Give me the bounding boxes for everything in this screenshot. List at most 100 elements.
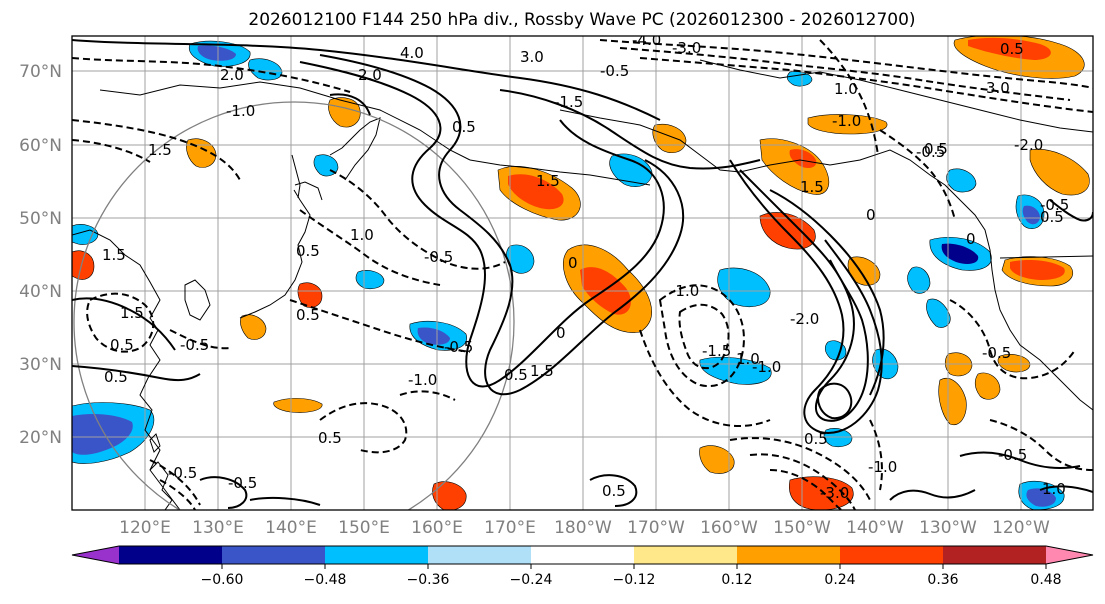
arctic-coastline — [699, 59, 1093, 133]
strong-positive-div-area — [1010, 260, 1065, 280]
positive-contour — [199, 476, 248, 509]
taiwan-coastline — [149, 433, 161, 453]
longitude-labels: 120°E 130°E 140°E 150°E 160°E 170°E 180°… — [119, 518, 1050, 538]
contour-label: -1.5 — [702, 342, 731, 360]
negative-contour — [729, 437, 871, 501]
positive-contour — [729, 159, 883, 434]
lon-label-170w: 170°W — [627, 518, 685, 538]
positive-contour — [889, 489, 976, 501]
contour-label: 1.0 — [1042, 480, 1066, 498]
colorbar-tick-label: −0.24 — [510, 572, 553, 588]
negative-contour — [639, 329, 771, 427]
map-title: 2026012100 F144 250 hPa div., Rossby Wav… — [248, 10, 915, 30]
contour-label: 1.5 — [148, 141, 172, 159]
lon-label-150e: 150°E — [338, 518, 390, 538]
negative-contour — [749, 453, 856, 510]
negative-contour — [879, 129, 956, 221]
negative-div-area — [786, 71, 813, 87]
contour-label: 4.0 — [400, 44, 424, 62]
positive-contour — [319, 54, 685, 396]
lon-label-130e: 130°E — [192, 518, 244, 538]
negative-contour — [72, 57, 351, 93]
contour-label: -1.0 — [670, 282, 699, 300]
lon-label-140e: 140°E — [265, 518, 317, 538]
contour-label: -1.0 — [752, 358, 781, 376]
map-frame — [71, 35, 1094, 511]
colorbar-tick-label: 0.24 — [824, 572, 855, 588]
colorbar-tick-label: 0.48 — [1030, 572, 1061, 588]
colorbar-segment — [325, 546, 429, 564]
contour-label: -0.5 — [444, 338, 473, 356]
contour-label: 1.5 — [530, 362, 554, 380]
strong-positive-div-area — [968, 37, 1051, 60]
negative-contour — [329, 169, 506, 270]
colorbar-extend-high — [1046, 546, 1093, 564]
lon-label-140w: 140°W — [846, 518, 904, 538]
contour-label: -0.5 — [1040, 196, 1069, 214]
contour-label: -0.5 — [998, 446, 1027, 464]
contour-label: 0.5 — [924, 140, 948, 158]
colorbar-segment — [531, 546, 635, 564]
graticule — [72, 36, 1093, 510]
lon-label-160w: 160°W — [700, 518, 758, 538]
negative-contour — [658, 284, 745, 388]
contour-label: -0.5 — [424, 248, 453, 266]
positive-div-area — [273, 398, 323, 413]
contour-label: 0.5 — [804, 430, 828, 448]
colorbar-tick-label: −0.48 — [304, 572, 347, 588]
lon-label-130w: 130°W — [919, 518, 977, 538]
colorbar-segments — [71, 545, 1094, 565]
region-circle — [73, 101, 515, 510]
negative-contour — [86, 292, 155, 353]
positive-div-area — [974, 372, 1001, 400]
negative-div-area — [355, 270, 385, 290]
positive-contour — [959, 451, 1081, 469]
contour-label: 1.5 — [800, 178, 824, 196]
contour-label: 1.0 — [350, 226, 374, 244]
contour-label: -1.0 — [408, 371, 437, 389]
colorbar-ticks: −0.60 −0.48 −0.36 −0.24 −0.12 0.12 0.24 0.36 0.4… — [201, 564, 1062, 588]
positive-div-area — [297, 282, 323, 308]
positive-div-area — [328, 97, 361, 128]
contour-label: 0.5 — [296, 306, 320, 324]
negative-contour — [639, 57, 1093, 113]
alaska-coastline — [559, 109, 946, 186]
strong-negative-div-area — [72, 414, 133, 455]
contour-label: -4.0 — [632, 31, 661, 49]
contour-label: -3.0 — [820, 484, 849, 502]
contour-label: 0.5 — [104, 368, 128, 386]
positive-div-area — [699, 445, 735, 474]
contour-label: -1.5 — [554, 93, 583, 111]
negative-contour — [949, 299, 1076, 380]
negative-div-area — [717, 267, 771, 307]
positive-div-area — [240, 314, 267, 340]
map-area: 4.0 -4.0 -3.0 2.0 -0.5 3.0 -1.0 1.0 1.5 … — [72, 31, 1093, 510]
contour-label: 2.0 — [358, 66, 382, 84]
sakhalin-coastline — [291, 154, 301, 199]
contour-label: -0.5 — [180, 336, 209, 354]
lat-label-60n: 60°N — [19, 136, 62, 156]
strong-negative-div-area — [417, 327, 450, 345]
contour-label: 0.5 — [1000, 40, 1024, 58]
contour-label: 1.0 — [834, 80, 858, 98]
contour-label: 0.5 — [296, 242, 320, 260]
contour-label: -0.5 — [168, 464, 197, 482]
asia-coastline — [72, 229, 181, 510]
colorbar-segment — [428, 546, 532, 564]
contour-label: 0 — [556, 324, 566, 342]
positive-contour — [299, 61, 665, 388]
negative-contour — [819, 39, 879, 156]
contours — [72, 39, 1093, 510]
lon-label-120w: 120°W — [992, 518, 1050, 538]
strong-positive-div-area — [789, 149, 817, 168]
positive-div-area — [652, 123, 687, 153]
contour-label: 1.5 — [120, 304, 144, 322]
contour-labels: 4.0 -4.0 -3.0 2.0 -0.5 3.0 -1.0 1.0 1.5 … — [102, 31, 1069, 502]
lat-label-50n: 50°N — [19, 209, 62, 229]
strong-negative-div-area — [941, 243, 979, 264]
lon-label-150w: 150°W — [773, 518, 831, 538]
colorbar-segment — [222, 546, 326, 564]
contour-label: 0.5 — [602, 482, 626, 500]
strong-negative-div-area — [1022, 205, 1040, 225]
